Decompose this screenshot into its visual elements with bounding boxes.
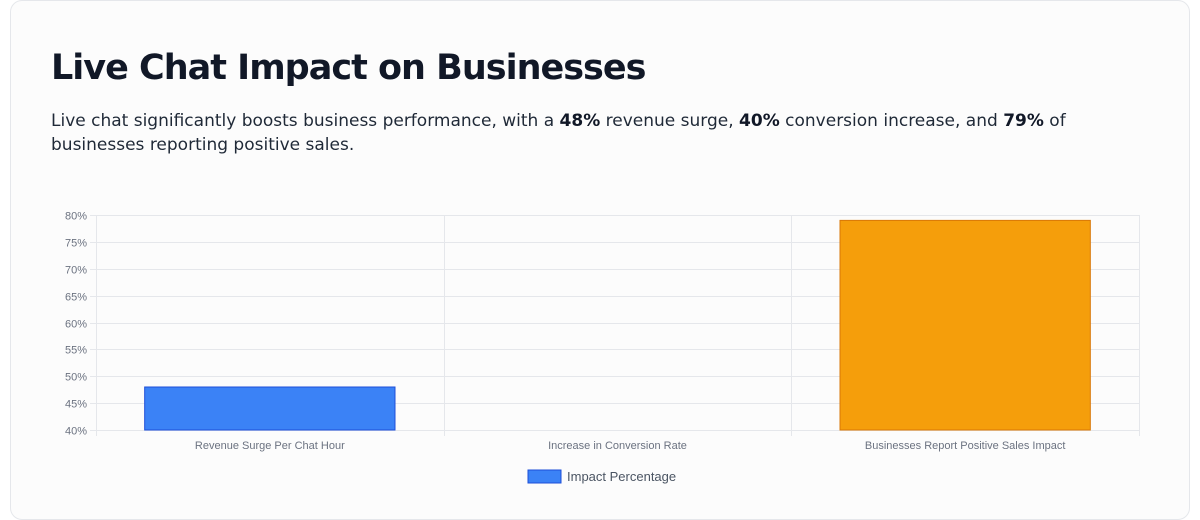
- chart-description: Live chat significantly boosts business …: [51, 109, 1131, 157]
- y-tick-label: 45%: [65, 399, 87, 411]
- legend-swatch[interactable]: [527, 469, 562, 484]
- y-tick-label: 75%: [65, 238, 87, 250]
- y-tick-label: 40%: [65, 426, 87, 438]
- x-tick-label: Revenue Surge Per Chat Hour: [195, 440, 345, 452]
- x-tick-label: Increase in Conversion Rate: [548, 440, 687, 452]
- axes: 40% 45% 50% 55% 60% 65% 70% 75% 80% Revenue Surge…: [65, 211, 1065, 453]
- bar-1[interactable]: [144, 386, 396, 431]
- page-title: Live Chat Impact on Businesses: [51, 48, 646, 88]
- x-tick-label: Businesses Report Positive Sales Impact: [865, 440, 1066, 452]
- highlight-value: 48%: [559, 111, 601, 131]
- y-tick-label: 80%: [65, 211, 87, 223]
- highlight-value: 40%: [739, 111, 780, 131]
- bars: [144, 219, 1091, 431]
- description-text: of businesses reporting positive sales.: [51, 111, 1066, 155]
- description-text: Live chat significantly boosts business …: [51, 111, 560, 131]
- highlight-value: 79%: [1003, 111, 1044, 131]
- y-tick-label: 65%: [65, 292, 87, 304]
- description-text: conversion increase, and: [779, 111, 1004, 131]
- description-text: revenue surge,: [600, 111, 740, 131]
- bar-chart: 40% 45% 50% 55% 60% 65% 70% 75% 80% Revenue Surge…: [65, 211, 1140, 484]
- y-tick-label: 70%: [65, 265, 87, 277]
- legend-label[interactable]: Impact Percentage: [567, 469, 676, 484]
- legend[interactable]: Impact Percentage: [527, 469, 676, 484]
- bar-3[interactable]: [839, 219, 1091, 431]
- y-tick-label: 60%: [65, 319, 87, 331]
- y-tick-label: 50%: [65, 372, 87, 384]
- y-tick-label: 55%: [65, 345, 87, 357]
